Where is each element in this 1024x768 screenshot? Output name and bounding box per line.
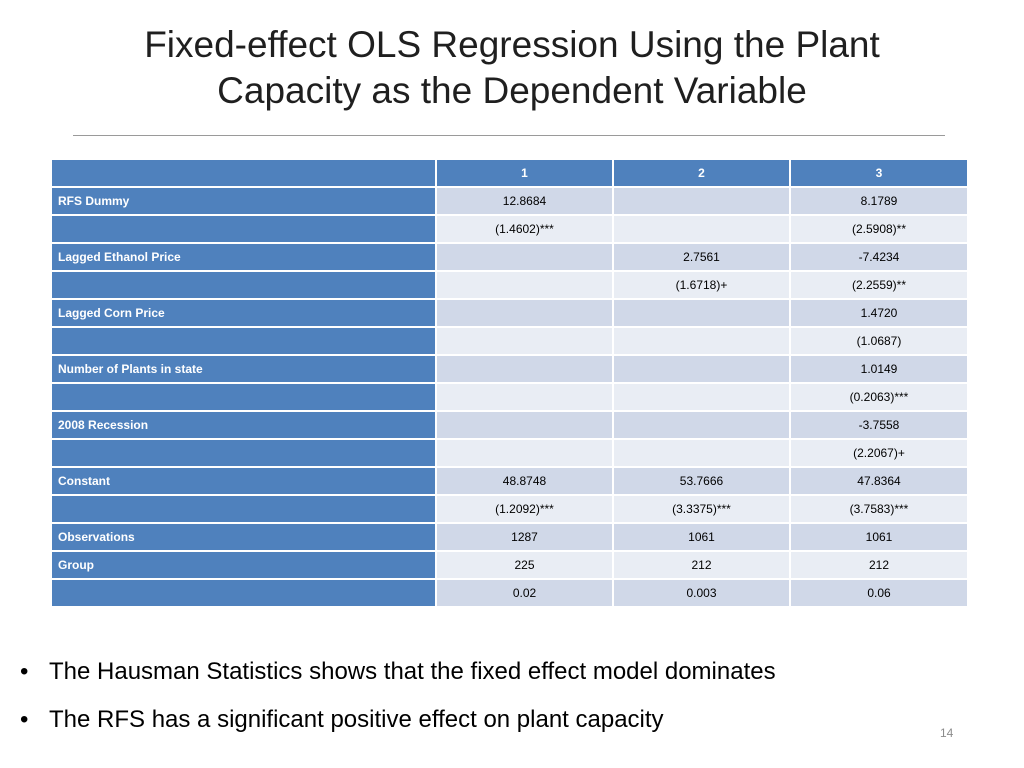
- table-cell: [612, 298, 791, 328]
- table-cell: [612, 438, 791, 468]
- table-cell: -7.4234: [789, 242, 969, 272]
- table-row: Group 225 212 212: [50, 550, 969, 580]
- table-cell: (3.7583)***: [789, 494, 969, 524]
- row-label: [50, 494, 437, 524]
- table-cell: 12.8684: [435, 186, 614, 216]
- bullet-dot-icon: •: [20, 658, 29, 685]
- row-label: Observations: [50, 522, 437, 552]
- table-cell: 8.1789: [789, 186, 969, 216]
- row-label: Lagged Ethanol Price: [50, 242, 437, 272]
- slide-title-line-2: Capacity as the Dependent Variable: [217, 70, 807, 111]
- row-label: Group: [50, 550, 437, 580]
- table-cell: 47.8364: [789, 466, 969, 496]
- table-cell: [435, 354, 614, 384]
- table-row: (0.2063)***: [50, 382, 969, 412]
- table-row: RFS Dummy 12.8684 8.1789: [50, 186, 969, 216]
- row-label: [50, 578, 437, 608]
- table-cell: 1061: [789, 522, 969, 552]
- header-cell-model-1: 1: [435, 158, 614, 188]
- page-number: 14: [940, 726, 954, 740]
- table-cell: [435, 410, 614, 440]
- table-cell: 53.7666: [612, 466, 791, 496]
- table-cell: (1.0687): [789, 326, 969, 356]
- table-cell: [435, 382, 614, 412]
- table-row: 0.02 0.003 0.06: [50, 578, 969, 608]
- table-header-row: 1 2 3: [50, 158, 969, 188]
- bullet-item: • The Hausman Statistics shows that the …: [20, 648, 776, 696]
- row-label: [50, 214, 437, 244]
- table-cell: [612, 214, 791, 244]
- table-cell: [435, 242, 614, 272]
- table-cell: 1.4720: [789, 298, 969, 328]
- row-label: Constant: [50, 466, 437, 496]
- table-cell: [612, 382, 791, 412]
- table-cell: [435, 298, 614, 328]
- table-row: (1.4602)*** (2.5908)**: [50, 214, 969, 244]
- table-cell: (1.4602)***: [435, 214, 614, 244]
- row-label: [50, 438, 437, 468]
- title-divider: [73, 135, 945, 136]
- table-cell: [612, 410, 791, 440]
- header-cell-model-3: 3: [789, 158, 969, 188]
- header-cell-label: [50, 158, 437, 188]
- row-label: RFS Dummy: [50, 186, 437, 216]
- table-cell: (2.2067)+: [789, 438, 969, 468]
- row-label: [50, 382, 437, 412]
- table-cell: 48.8748: [435, 466, 614, 496]
- table-row: 2008 Recession -3.7558: [50, 410, 969, 440]
- table-row: Lagged Corn Price 1.4720: [50, 298, 969, 328]
- table-cell: 0.003: [612, 578, 791, 608]
- regression-table: 1 2 3 RFS Dummy 12.8684 8.1789 (1.4602)*…: [50, 158, 969, 608]
- table-cell: (1.2092)***: [435, 494, 614, 524]
- table-cell: 1.0149: [789, 354, 969, 384]
- row-label: Number of Plants in state: [50, 354, 437, 384]
- table-cell: [612, 326, 791, 356]
- slide-title: Fixed-effect OLS Regression Using the Pl…: [60, 22, 964, 114]
- bullet-text: The Hausman Statistics shows that the fi…: [49, 658, 776, 685]
- bullet-item: • The RFS has a significant positive eff…: [20, 696, 776, 744]
- table-cell: [612, 354, 791, 384]
- bullet-text: The RFS has a significant positive effec…: [49, 706, 664, 733]
- table-row: Number of Plants in state 1.0149: [50, 354, 969, 384]
- table-cell: [612, 186, 791, 216]
- table-cell: 212: [789, 550, 969, 580]
- row-label: [50, 326, 437, 356]
- table-row: (1.0687): [50, 326, 969, 356]
- table-cell: (3.3375)***: [612, 494, 791, 524]
- table-cell: 225: [435, 550, 614, 580]
- table-row: (1.2092)*** (3.3375)*** (3.7583)***: [50, 494, 969, 524]
- header-cell-model-2: 2: [612, 158, 791, 188]
- table-row: (2.2067)+: [50, 438, 969, 468]
- table-row: Lagged Ethanol Price 2.7561 -7.4234: [50, 242, 969, 272]
- bullet-list: • The Hausman Statistics shows that the …: [20, 648, 776, 744]
- table-row: Observations 1287 1061 1061: [50, 522, 969, 552]
- table-cell: [435, 326, 614, 356]
- slide-title-line-1: Fixed-effect OLS Regression Using the Pl…: [144, 24, 880, 65]
- table-row: Constant 48.8748 53.7666 47.8364: [50, 466, 969, 496]
- table-cell: (0.2063)***: [789, 382, 969, 412]
- row-label: [50, 270, 437, 300]
- table-cell: [435, 270, 614, 300]
- table-cell: (1.6718)+: [612, 270, 791, 300]
- table-cell: 2.7561: [612, 242, 791, 272]
- table-row: (1.6718)+ (2.2559)**: [50, 270, 969, 300]
- table-cell: 0.02: [435, 578, 614, 608]
- row-label: 2008 Recession: [50, 410, 437, 440]
- table-cell: 1287: [435, 522, 614, 552]
- bullet-dot-icon: •: [20, 706, 29, 733]
- table-cell: 1061: [612, 522, 791, 552]
- table-cell: (2.2559)**: [789, 270, 969, 300]
- table-cell: [435, 438, 614, 468]
- row-label: Lagged Corn Price: [50, 298, 437, 328]
- table-cell: -3.7558: [789, 410, 969, 440]
- table-cell: 0.06: [789, 578, 969, 608]
- table-cell: (2.5908)**: [789, 214, 969, 244]
- table-cell: 212: [612, 550, 791, 580]
